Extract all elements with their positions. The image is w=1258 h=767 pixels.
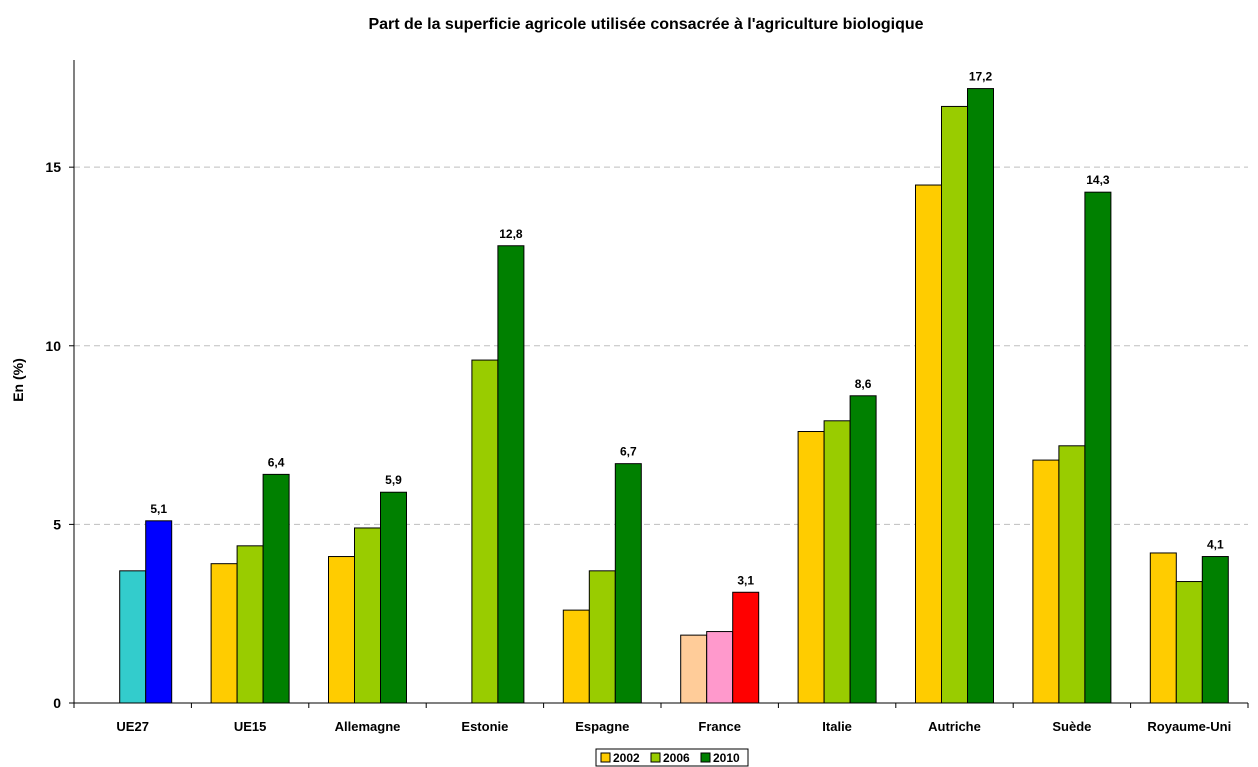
- x-tick-label: France: [698, 719, 741, 734]
- x-tick-label: UE27: [116, 719, 149, 734]
- y-tick-label: 5: [53, 516, 61, 532]
- bar: [1058, 445, 1086, 704]
- bar: [471, 359, 499, 704]
- bars: [119, 88, 1229, 704]
- bar: [1032, 459, 1060, 704]
- bar: [119, 570, 147, 704]
- y-tick-label: 10: [45, 338, 61, 354]
- bar: [236, 545, 264, 704]
- x-tick-label: Italie: [822, 719, 852, 734]
- y-axis-label: En (%): [10, 358, 26, 402]
- y-tick-label: 15: [45, 159, 61, 175]
- legend-swatch: [600, 752, 611, 763]
- chart-title: Part de la superficie agricole utilisée …: [368, 16, 923, 33]
- data-label: 3,1: [737, 573, 754, 587]
- bar: [262, 473, 290, 704]
- legend-label: 2010: [713, 751, 740, 765]
- x-tick-label: Estonie: [461, 719, 508, 734]
- bar: [1201, 556, 1229, 704]
- bar: [941, 105, 968, 704]
- bar: [328, 556, 355, 704]
- legend-label: 2002: [613, 751, 640, 765]
- data-label: 17,2: [969, 70, 993, 84]
- x-tick-label: Espagne: [575, 719, 629, 734]
- data-label: 12,8: [499, 227, 523, 241]
- bar: [1149, 552, 1177, 704]
- x-tick-label: Autriche: [928, 719, 981, 734]
- bar: [1175, 581, 1203, 704]
- data-label: 6,4: [268, 455, 285, 469]
- labels: 0 5 10 15 UE27 5,1 UE15 6,4 Allemagne 5,9 Estonie 1…: [45, 70, 1231, 734]
- x-tick-label: UE15: [234, 719, 267, 734]
- bar: [145, 520, 173, 704]
- bar: [706, 631, 734, 704]
- bar: [497, 245, 525, 704]
- bar: [967, 88, 994, 704]
- data-label: 14,3: [1086, 173, 1110, 187]
- data-label: 6,7: [620, 445, 637, 459]
- bar: [849, 395, 877, 704]
- data-label: 5,9: [385, 473, 402, 487]
- bar: [354, 527, 381, 704]
- bar: [614, 463, 642, 704]
- x-tick-label: Allemagne: [335, 719, 401, 734]
- bar: [210, 563, 238, 704]
- bar: [588, 570, 616, 704]
- legend-label: 2006: [663, 751, 690, 765]
- data-label: 4,1: [1207, 538, 1224, 552]
- legend: 2002 2006 2010: [595, 748, 749, 767]
- bar: [1084, 191, 1112, 704]
- bar: [823, 420, 851, 704]
- legend-swatch: [650, 752, 661, 763]
- bar: [915, 184, 942, 704]
- data-label: 8,6: [855, 377, 872, 391]
- data-label: 5,1: [150, 502, 167, 516]
- legend-swatch: [700, 752, 711, 763]
- axes: [69, 60, 1249, 708]
- x-tick-label: Suède: [1052, 719, 1091, 734]
- y-tick-label: 0: [53, 695, 61, 711]
- bar: [732, 591, 760, 704]
- bar: [680, 634, 708, 704]
- bar: [562, 609, 590, 704]
- bar: [380, 491, 407, 704]
- x-tick-label: Royaume-Uni: [1147, 719, 1231, 734]
- bar: [797, 431, 825, 704]
